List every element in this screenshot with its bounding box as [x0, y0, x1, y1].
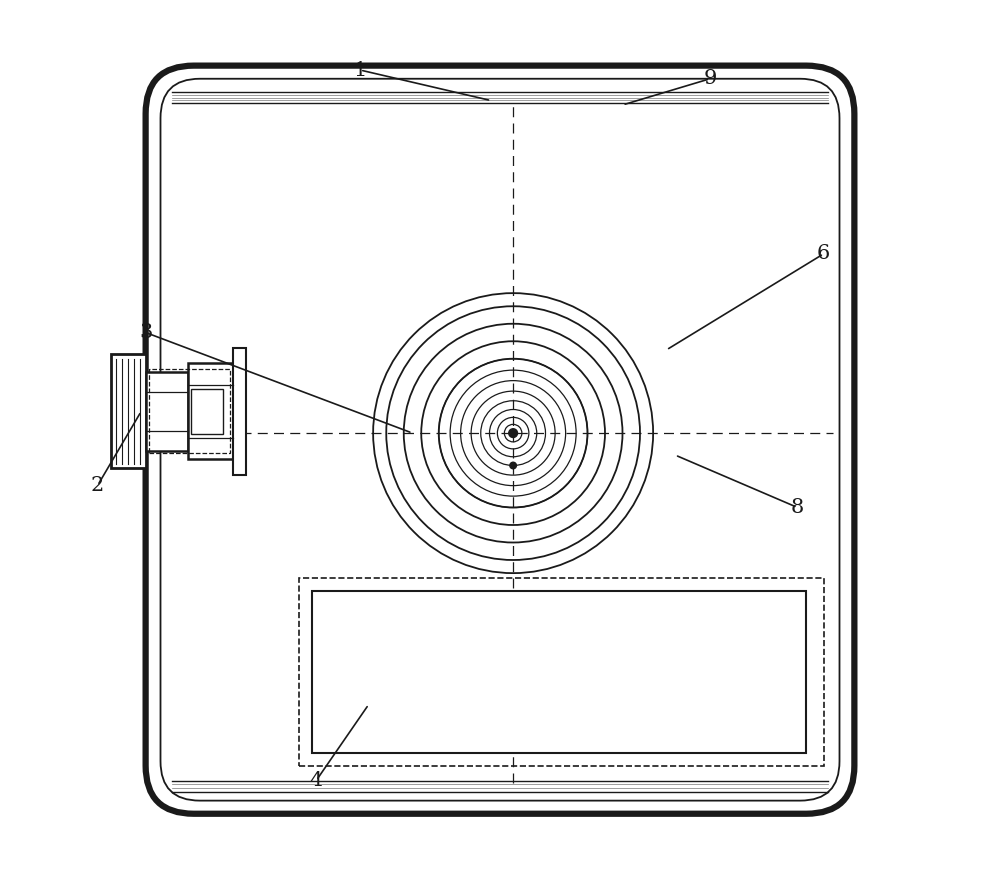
Text: 8: 8	[791, 498, 804, 517]
Bar	[188, 363, 233, 459]
FancyBboxPatch shape	[146, 66, 854, 814]
Bar	[149, 369, 230, 453]
Text: 4: 4	[310, 771, 323, 790]
Bar	[146, 372, 188, 451]
Text: 1: 1	[353, 60, 367, 80]
Text: 9: 9	[703, 69, 717, 88]
Bar	[312, 591, 806, 752]
Text: 3: 3	[139, 323, 152, 342]
Circle shape	[509, 429, 518, 438]
Bar	[191, 388, 223, 434]
Text: 2: 2	[91, 476, 104, 495]
Bar	[111, 354, 146, 468]
Text: 6: 6	[817, 244, 830, 263]
Circle shape	[510, 462, 516, 469]
Bar	[299, 578, 824, 766]
Bar	[233, 347, 246, 474]
